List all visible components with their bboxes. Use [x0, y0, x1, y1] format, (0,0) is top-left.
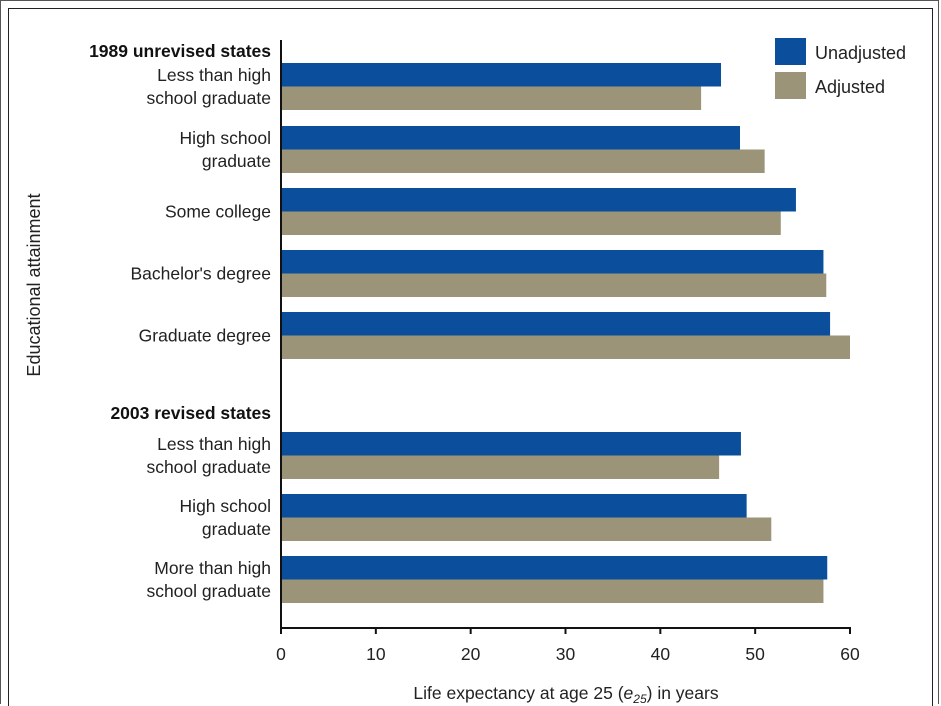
- bar-adjusted: [281, 86, 702, 110]
- bar-unadjusted: [281, 494, 747, 518]
- x-axis-label: Life expectancy at age 25 (e25) in years: [413, 683, 718, 706]
- x-tick-label: 30: [556, 644, 576, 664]
- category-label: Graduate degree: [139, 326, 271, 346]
- bar-unadjusted: [281, 556, 828, 580]
- bar-unadjusted: [281, 432, 741, 456]
- category-label: Less than high: [157, 65, 271, 85]
- x-axis-label-subscript: 25: [632, 692, 647, 706]
- legend-label-adjusted: Adjusted: [815, 77, 885, 97]
- category-label: school graduate: [146, 581, 271, 601]
- bar-unadjusted: [281, 126, 740, 150]
- x-tick-label: 0: [276, 644, 286, 664]
- bar-adjusted: [281, 335, 850, 359]
- group-title: 1989 unrevised states: [89, 41, 271, 61]
- bar-unadjusted: [281, 188, 796, 212]
- category-label: graduate: [202, 519, 271, 539]
- plot-frame: [8, 8, 933, 706]
- x-tick-label: 50: [745, 644, 765, 664]
- bar-adjusted: [281, 517, 772, 541]
- category-label: High school: [180, 496, 271, 516]
- group-title: 2003 revised states: [110, 403, 271, 423]
- bar-adjusted: [281, 149, 765, 173]
- bar-adjusted: [281, 455, 720, 479]
- bar-unadjusted: [281, 312, 831, 336]
- x-tick-label: 60: [840, 644, 860, 664]
- category-label: More than high: [154, 558, 271, 578]
- axes-layer: 0 10 20 30 40 50 60: [276, 40, 860, 664]
- x-tick-label: 40: [651, 644, 671, 664]
- legend: Unadjusted Adjusted: [775, 38, 906, 99]
- category-label: school graduate: [146, 88, 271, 108]
- legend-swatch-unadjusted: [775, 38, 806, 65]
- category-label: Some college: [165, 202, 271, 222]
- bar-unadjusted: [281, 250, 824, 274]
- x-axis-label-suffix: ) in years: [647, 683, 719, 703]
- category-label: school graduate: [146, 457, 271, 477]
- legend-label-unadjusted: Unadjusted: [815, 43, 906, 63]
- category-label: Less than high: [157, 434, 271, 454]
- y-axis-label: Educational attainment: [24, 193, 44, 376]
- category-label: graduate: [202, 151, 271, 171]
- category-labels-layer: 1989 unrevised states Less than high schoo…: [89, 41, 271, 601]
- bar-unadjusted: [281, 63, 722, 87]
- bars-layer: [281, 63, 850, 603]
- bar-adjusted: [281, 579, 824, 603]
- x-axis-label-prefix: Life expectancy at age 25 (: [413, 683, 623, 703]
- x-axis-label-symbol: e: [624, 683, 634, 703]
- bar-adjusted: [281, 211, 781, 235]
- x-tick-label: 20: [461, 644, 481, 664]
- x-tick-label: 10: [366, 644, 386, 664]
- bar-adjusted: [281, 273, 827, 297]
- category-label: High school: [180, 128, 271, 148]
- category-label: Bachelor's degree: [130, 264, 271, 284]
- legend-swatch-adjusted: [775, 72, 806, 99]
